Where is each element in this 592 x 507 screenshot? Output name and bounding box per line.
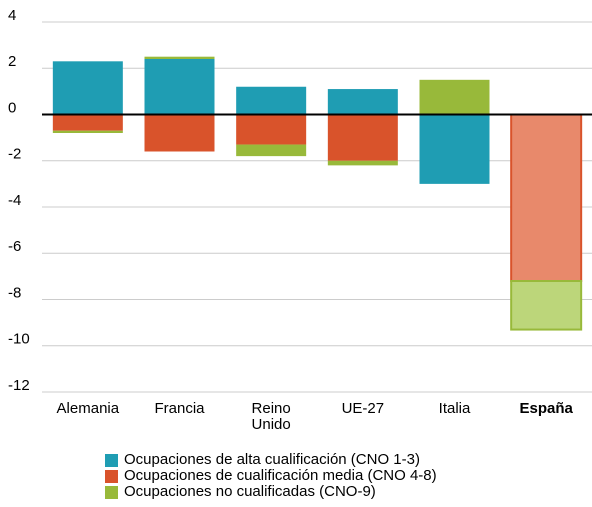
- bar-segment: [52, 61, 123, 115]
- bar-segment: [419, 79, 490, 115]
- y-tick-label: 4: [8, 7, 16, 24]
- x-tick-label: UE-27: [341, 400, 385, 417]
- bar-segment: [510, 280, 583, 331]
- legend-entry: Ocupaciones de alta cualificación (CNO 1…: [105, 452, 420, 468]
- legend-swatch: [105, 485, 118, 499]
- y-tick-label: 2: [8, 53, 16, 70]
- bar-segment: [144, 114, 215, 152]
- legend-entry: Ocupaciones de cualificación media (CNO …: [105, 468, 437, 484]
- legend-entry: Ocupaciones no cualificadas (CNO-9): [105, 484, 376, 500]
- legend-swatch: [105, 453, 118, 467]
- bar-segment: [510, 113, 583, 282]
- y-tick-label: -4: [8, 192, 21, 209]
- x-tick-label: Alemania: [56, 400, 120, 417]
- x-tick-label: Reino Unido: [251, 400, 291, 433]
- legend-label: Ocupaciones de cualificación media (CNO …: [124, 467, 437, 484]
- x-tick-label: Francia: [154, 400, 205, 417]
- bar-segment: [419, 114, 490, 184]
- bar-segment: [236, 86, 307, 115]
- y-tick-label: -10: [8, 331, 30, 348]
- bar-segment: [327, 160, 398, 166]
- legend-label: Ocupaciones de alta cualificación (CNO 1…: [124, 451, 420, 468]
- y-tick-label: -12: [8, 377, 30, 394]
- bar-segment: [144, 59, 215, 115]
- y-tick-label: -8: [8, 284, 21, 301]
- y-tick-label: 0: [8, 99, 16, 116]
- bar-segment: [236, 144, 307, 157]
- x-tick-label: Italia: [438, 400, 471, 417]
- legend-swatch: [105, 469, 118, 483]
- legend-label: Ocupaciones no cualificadas (CNO-9): [124, 483, 376, 500]
- bar-segment: [236, 114, 307, 145]
- y-tick-label: -6: [8, 238, 21, 255]
- x-tick-label: España: [519, 400, 573, 417]
- bar-segment: [327, 89, 398, 115]
- bar-segment: [52, 114, 123, 131]
- bar-segment: [327, 114, 398, 161]
- y-tick-label: -2: [8, 146, 21, 163]
- bar-segment: [52, 130, 123, 133]
- bar-segment: [144, 56, 215, 59]
